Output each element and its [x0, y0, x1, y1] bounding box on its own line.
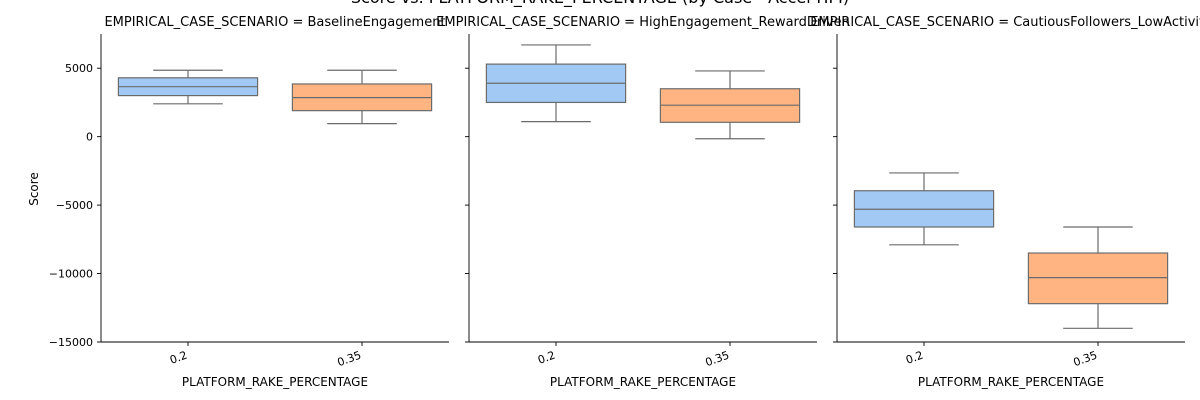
- x-tick-label: 0.2: [904, 349, 925, 367]
- panel-title: EMPIRICAL_CASE_SCENARIO = CautiousFollow…: [810, 15, 1200, 30]
- box-0.35: [291, 69, 433, 125]
- x-tick-label: 0.2: [168, 349, 189, 367]
- panels: EMPIRICAL_CASE_SCENARIO = BaselineEngage…: [49, 15, 1200, 389]
- x-axis-label: PLATFORM_RAKE_PERCENTAGE: [918, 375, 1104, 389]
- panel-title: EMPIRICAL_CASE_SCENARIO = BaselineEngage…: [104, 15, 445, 30]
- x-axis-label: PLATFORM_RAKE_PERCENTAGE: [550, 375, 736, 389]
- box-0.35: [659, 70, 801, 140]
- panel-title: EMPIRICAL_CASE_SCENARIO = HighEngagement…: [436, 15, 850, 30]
- box-0.2: [853, 172, 995, 246]
- y-tick-label: 5000: [65, 62, 93, 75]
- x-tick-label: 0.35: [704, 349, 731, 370]
- box-0.2: [117, 69, 259, 105]
- x-axis-label: PLATFORM_RAKE_PERCENTAGE: [182, 375, 368, 389]
- iqr-box: [1027, 252, 1169, 305]
- y-tick-label: 0: [86, 131, 93, 144]
- y-axis-label: Score: [27, 172, 41, 206]
- x-tick-label: 0.2: [536, 349, 557, 367]
- box-0.35: [1027, 226, 1169, 329]
- y-tick-label: −5000: [56, 199, 93, 212]
- panel-3: EMPIRICAL_CASE_SCENARIO = CautiousFollow…: [810, 15, 1200, 389]
- y-tick-label: −10000: [49, 268, 93, 281]
- figure-suptitle: Score vs. PLATFORM_RAKE_PERCENTAGE (by C…: [351, 0, 849, 8]
- panel-2: EMPIRICAL_CASE_SCENARIO = HighEngagement…: [436, 15, 850, 389]
- x-tick-label: 0.35: [336, 349, 363, 370]
- box-0.2: [485, 44, 627, 123]
- x-tick-label: 0.35: [1072, 349, 1099, 370]
- y-tick-label: −15000: [49, 336, 93, 349]
- panel-1: EMPIRICAL_CASE_SCENARIO = BaselineEngage…: [49, 15, 449, 389]
